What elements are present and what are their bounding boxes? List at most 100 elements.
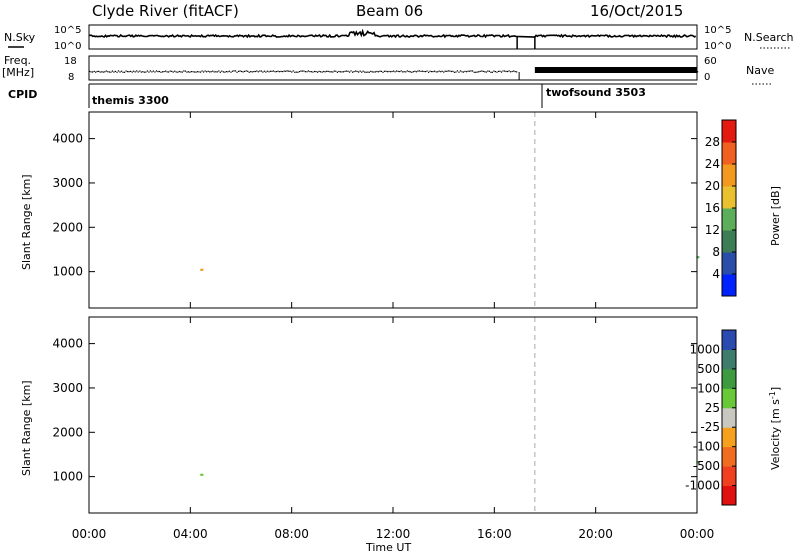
velocity-colorbar-swatch xyxy=(722,427,736,448)
freq-point xyxy=(294,71,296,73)
freq-point xyxy=(295,71,297,73)
velocity-colorbar-swatch xyxy=(722,388,736,409)
freq-point xyxy=(254,70,256,73)
freq-point xyxy=(320,71,322,73)
freq-point xyxy=(403,71,405,73)
freq-point xyxy=(137,71,139,73)
freq-point xyxy=(447,70,449,72)
freq-point xyxy=(342,71,344,73)
freq-point xyxy=(172,71,174,73)
freq-point xyxy=(393,70,395,72)
nsky-label: N.Sky xyxy=(4,31,36,44)
freq-point xyxy=(420,70,422,72)
freq-point xyxy=(353,71,355,73)
freq-point xyxy=(470,70,472,72)
freq-point xyxy=(207,70,209,72)
freq-point xyxy=(344,70,346,72)
freq-point xyxy=(514,71,516,73)
freq-point xyxy=(374,71,376,73)
freq-point xyxy=(149,70,151,72)
freq-point xyxy=(462,71,465,73)
freq-point xyxy=(424,71,427,73)
freq-point xyxy=(239,70,241,72)
freq-point xyxy=(373,71,375,73)
freq-point xyxy=(238,70,240,72)
freq-point xyxy=(365,71,367,73)
freq-point xyxy=(210,71,212,73)
velocity-colorbar-swatch xyxy=(722,407,736,428)
freq-point xyxy=(165,70,167,72)
freq-point xyxy=(148,71,150,73)
freq-point xyxy=(108,71,110,73)
freq-point xyxy=(507,70,509,73)
freq-point xyxy=(423,70,425,73)
freq-point xyxy=(288,70,290,72)
freq-point xyxy=(155,70,158,72)
freq-point xyxy=(256,70,258,72)
freq-point xyxy=(371,71,373,73)
velocity-colorbar: 1000 500 100 25 -25 -100 -500 -1000 Velocity [m… xyxy=(685,329,782,506)
freq-point xyxy=(181,71,183,73)
nave-band xyxy=(534,67,697,73)
freq-point xyxy=(505,70,507,73)
freq-point xyxy=(110,71,112,73)
freq-point xyxy=(272,70,275,72)
nsky-tick-top: 10^5 xyxy=(54,25,81,36)
freq-point xyxy=(113,71,115,73)
freq-point xyxy=(168,71,170,73)
velocity-colorbar-label: Velocity [m s-1] xyxy=(768,387,782,470)
freq-point xyxy=(697,71,699,73)
velocity-colorbar-tick: 1000 xyxy=(689,342,720,356)
freq-point xyxy=(377,71,379,73)
freq-point xyxy=(479,70,481,72)
freq-point xyxy=(396,70,398,72)
freq-point xyxy=(499,70,501,72)
freq-point xyxy=(282,71,284,73)
freq-point xyxy=(292,70,294,72)
power-colorbar-tick: 24 xyxy=(705,157,720,171)
freq-point xyxy=(467,70,469,72)
freq-point xyxy=(162,71,164,73)
freq-point xyxy=(201,70,203,72)
power-colorbar-swatch xyxy=(722,164,736,187)
y-tick-label: 1000 xyxy=(52,470,83,484)
power-colorbar-tick: 12 xyxy=(705,223,720,237)
cpid-strip: CPID themis 3300 twofsound 3503 xyxy=(8,83,697,108)
freq-point xyxy=(274,71,276,73)
freq-point xyxy=(175,71,177,73)
freq-point xyxy=(154,71,156,73)
power-ylabel: Slant Range [km] xyxy=(20,174,33,270)
freq-point xyxy=(192,71,194,73)
freq-point xyxy=(446,70,448,72)
freq-point xyxy=(300,70,302,72)
date-title: 16/Oct/2015 xyxy=(590,2,683,20)
cpid-label: CPID xyxy=(8,88,37,101)
freq-point xyxy=(376,70,378,73)
freq-point xyxy=(516,71,518,73)
velocity-colorbar-swatch xyxy=(722,446,736,467)
freq-point xyxy=(482,70,484,72)
velocity-colorbar-tick: 500 xyxy=(697,362,720,376)
power-echo-cell xyxy=(200,268,204,271)
freq-point xyxy=(140,71,142,73)
freq-point xyxy=(327,70,329,72)
freq-point xyxy=(301,70,303,72)
y-tick-label: 3000 xyxy=(52,176,83,190)
freq-point xyxy=(362,70,364,72)
freq-point xyxy=(491,71,493,73)
x-tick-label: 20:00 xyxy=(578,527,613,541)
freq-point xyxy=(408,70,410,73)
freq-point xyxy=(383,70,386,72)
freq-point xyxy=(306,71,308,73)
freq-point xyxy=(283,70,285,72)
power-colorbar-swatch xyxy=(722,186,736,209)
freq-point xyxy=(321,71,323,73)
freq-point xyxy=(434,70,436,72)
nsearch-tick-top: 10^5 xyxy=(704,25,731,36)
freq-point xyxy=(497,70,500,72)
power-colorbar-swatch xyxy=(722,120,736,143)
freq-point xyxy=(136,70,138,72)
freq-point xyxy=(303,70,305,72)
freq-point xyxy=(269,70,272,72)
freq-point xyxy=(174,70,176,72)
